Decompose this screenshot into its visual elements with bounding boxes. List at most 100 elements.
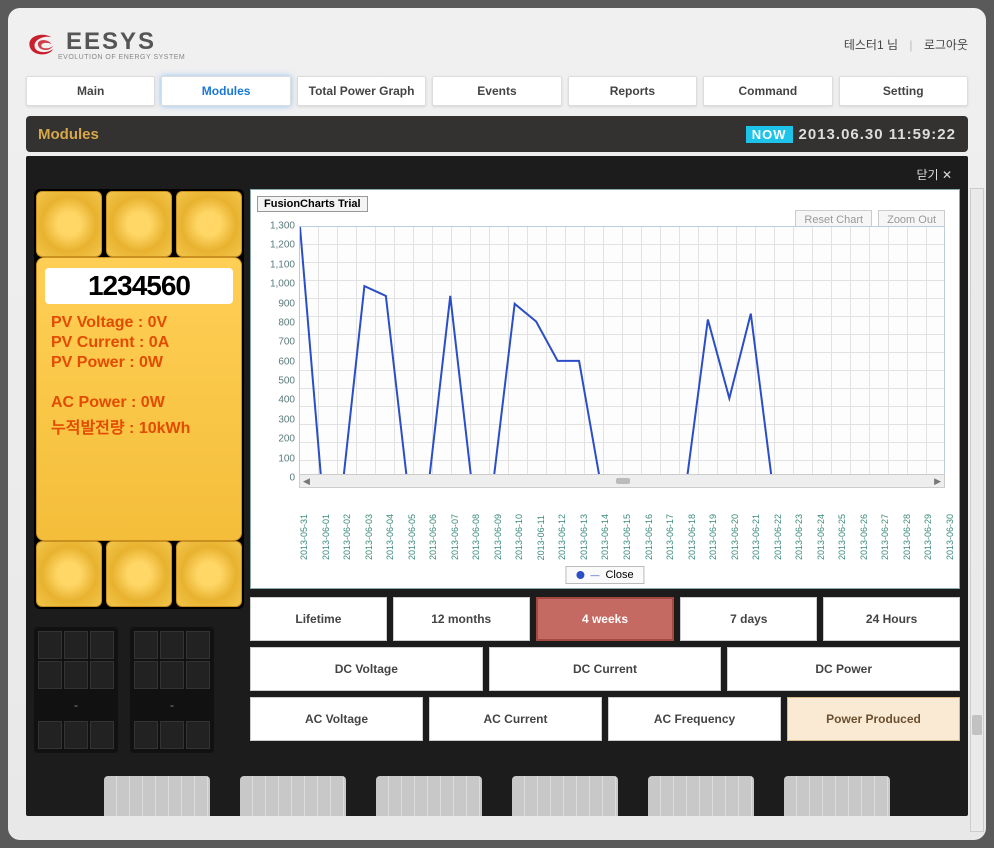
- metric-power-produced[interactable]: Power Produced: [787, 697, 960, 741]
- x-tick: 2013-06-04: [385, 514, 395, 560]
- metric-dc-power[interactable]: DC Power: [727, 647, 960, 691]
- nav-tab-setting[interactable]: Setting: [839, 76, 968, 106]
- legend-label: Close: [605, 569, 633, 581]
- x-tick: 2013-05-31: [299, 514, 309, 560]
- y-tick: 1,100: [270, 259, 295, 270]
- clock: NOW2013.06.30 11:59:22: [746, 126, 956, 143]
- x-tick: 2013-06-26: [859, 514, 869, 560]
- ac-power: AC Power : 0W: [51, 394, 233, 412]
- module-tile[interactable]: [176, 541, 242, 607]
- nav-tab-reports[interactable]: Reports: [568, 76, 697, 106]
- footer-tiles: [34, 776, 960, 816]
- x-axis: 2013-05-312013-06-012013-06-022013-06-03…: [299, 488, 945, 560]
- separator: |: [909, 38, 912, 52]
- y-tick: 1,000: [270, 279, 295, 290]
- x-tick: 2013-06-17: [665, 514, 675, 560]
- close-button[interactable]: 닫기 ✕: [34, 164, 960, 189]
- x-tick: 2013-06-16: [644, 514, 654, 560]
- x-tick: 2013-06-25: [837, 514, 847, 560]
- y-tick: 400: [278, 395, 295, 406]
- metric-ac-voltage[interactable]: AC Voltage: [250, 697, 423, 741]
- nav-tab-events[interactable]: Events: [432, 76, 561, 106]
- x-tick: 2013-06-23: [794, 514, 804, 560]
- y-tick: 600: [278, 356, 295, 367]
- dark-module[interactable]: -: [130, 627, 214, 753]
- y-tick: 0: [289, 473, 295, 484]
- logout-link[interactable]: 로그아웃: [924, 38, 968, 52]
- user-info: 테스터1 님 | 로그아웃: [844, 36, 968, 53]
- user-name: 테스터1: [844, 38, 884, 52]
- x-tick: 2013-06-15: [622, 514, 632, 560]
- brand-name: EESYS: [66, 28, 185, 56]
- scroll-thumb[interactable]: [972, 715, 982, 735]
- y-tick: 800: [278, 317, 295, 328]
- module-tile[interactable]: [106, 541, 172, 607]
- chart-plot[interactable]: [299, 226, 945, 484]
- metric-ac-frequency[interactable]: AC Frequency: [608, 697, 781, 741]
- x-tick: 2013-06-29: [923, 514, 933, 560]
- y-tick: 900: [278, 298, 295, 309]
- scroll-thumb[interactable]: [616, 478, 630, 484]
- module-tile[interactable]: [176, 191, 242, 257]
- content-area: 닫기 ✕ 1234560 PV Voltage : 0V PV Current …: [26, 156, 968, 816]
- range-row: Lifetime12 months4 weeks7 days24 Hours: [250, 597, 960, 641]
- range-7-days[interactable]: 7 days: [680, 597, 817, 641]
- footer-tile: [784, 776, 890, 816]
- scroll-right-icon[interactable]: ▶: [931, 476, 944, 487]
- range-12-months[interactable]: 12 months: [393, 597, 530, 641]
- nav-tab-main[interactable]: Main: [26, 76, 155, 106]
- dark-module[interactable]: -: [34, 627, 118, 753]
- x-tick: 2013-06-02: [342, 514, 352, 560]
- y-tick: 1,200: [270, 240, 295, 251]
- ac-row: AC VoltageAC CurrentAC FrequencyPower Pr…: [250, 697, 960, 741]
- pv-current: PV Current : 0A: [51, 334, 233, 352]
- app-frame: EESYS EVOLUTION OF ENERGY SYSTEM 테스터1 님 …: [8, 8, 986, 840]
- metric-dc-voltage[interactable]: DC Voltage: [250, 647, 483, 691]
- range-4-weeks[interactable]: 4 weeks: [536, 597, 675, 641]
- scroll-left-icon[interactable]: ◀: [300, 476, 313, 487]
- chart-area: FusionCharts Trial Reset Chart Zoom Out …: [250, 189, 960, 589]
- dark-module-row: - -: [34, 627, 244, 753]
- module-empty-label: -: [134, 691, 210, 719]
- vertical-scrollbar[interactable]: [970, 188, 984, 832]
- logo: EESYS EVOLUTION OF ENERGY SYSTEM: [26, 28, 185, 61]
- metric-ac-current[interactable]: AC Current: [429, 697, 602, 741]
- chart-legend[interactable]: — Close: [565, 566, 644, 584]
- top-bar: EESYS EVOLUTION OF ENERGY SYSTEM 테스터1 님 …: [26, 20, 968, 68]
- section-title: Modules: [38, 126, 99, 143]
- y-tick: 200: [278, 434, 295, 445]
- pv-power: PV Power : 0W: [51, 354, 233, 372]
- module-tile[interactable]: [36, 191, 102, 257]
- chart-scrollbar[interactable]: ◀ ▶: [299, 474, 945, 488]
- x-tick: 2013-06-10: [514, 514, 524, 560]
- y-tick: 1,300: [270, 221, 295, 232]
- x-tick: 2013-06-24: [816, 514, 826, 560]
- nav-tab-modules[interactable]: Modules: [161, 76, 290, 106]
- module-empty-label: -: [38, 691, 114, 719]
- nav-tab-total-power-graph[interactable]: Total Power Graph: [297, 76, 426, 106]
- x-tick: 2013-06-22: [773, 514, 783, 560]
- x-tick: 2013-06-07: [450, 514, 460, 560]
- x-tick: 2013-06-09: [493, 514, 503, 560]
- module-serial: 1234560: [45, 268, 233, 304]
- now-badge: NOW: [746, 126, 793, 143]
- chart-watermark: FusionCharts Trial: [257, 196, 368, 212]
- x-tick: 2013-06-06: [428, 514, 438, 560]
- close-label: 닫기: [917, 168, 939, 182]
- range-lifetime[interactable]: Lifetime: [250, 597, 387, 641]
- y-axis: 1,3001,2001,1001,00090080070060050040030…: [261, 218, 297, 484]
- x-tick: 2013-06-08: [471, 514, 481, 560]
- x-tick: 2013-06-13: [579, 514, 589, 560]
- range-24-hours[interactable]: 24 Hours: [823, 597, 960, 641]
- x-tick: 2013-06-01: [321, 514, 331, 560]
- module-tile[interactable]: [106, 191, 172, 257]
- nav-tab-command[interactable]: Command: [703, 76, 832, 106]
- footer-tile: [104, 776, 210, 816]
- x-tick: 2013-06-12: [557, 514, 567, 560]
- x-tick: 2013-06-28: [902, 514, 912, 560]
- module-tile[interactable]: [36, 541, 102, 607]
- y-tick: 100: [278, 453, 295, 464]
- y-tick: 700: [278, 337, 295, 348]
- metric-dc-current[interactable]: DC Current: [489, 647, 722, 691]
- option-panels: Lifetime12 months4 weeks7 days24 Hours D…: [250, 597, 960, 747]
